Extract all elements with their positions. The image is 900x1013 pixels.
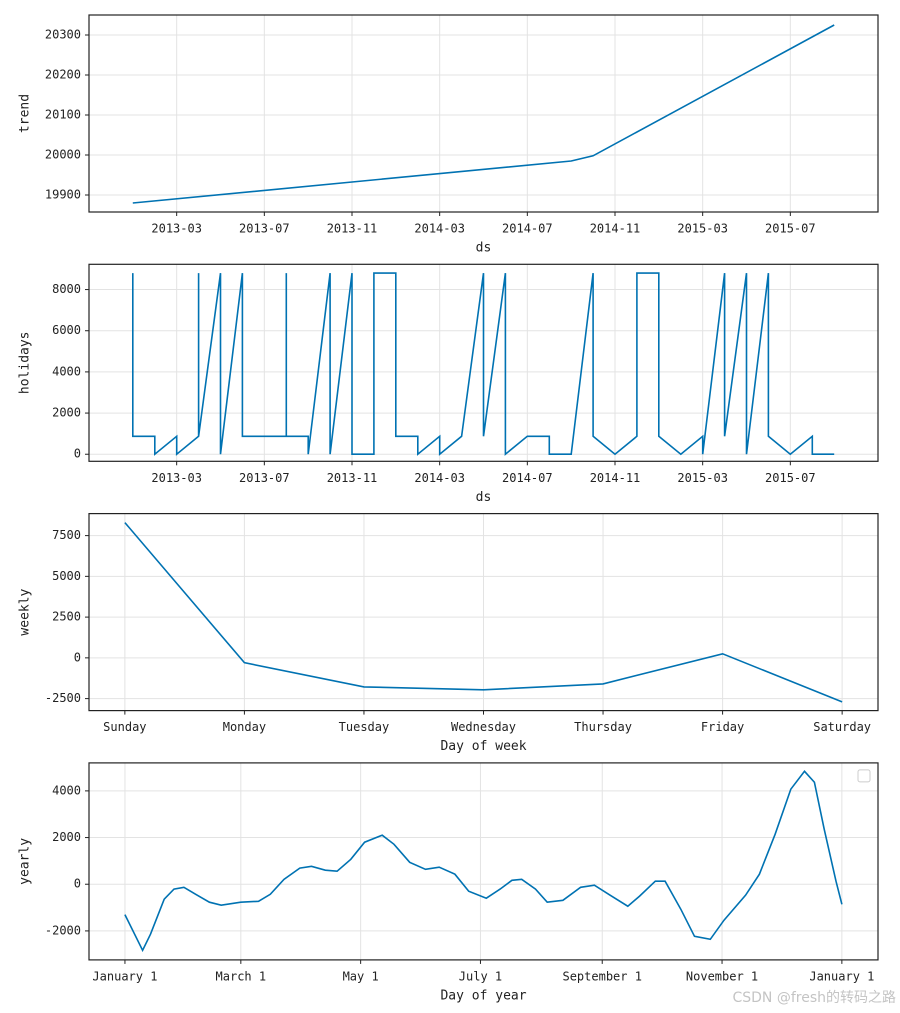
x-tick-label: 2013-11	[327, 471, 378, 485]
x-tick-label: Tuesday	[339, 720, 390, 734]
y-tick-label: 5000	[52, 569, 81, 583]
x-tick-label: Friday	[701, 720, 744, 734]
x-tick-label: March 1	[216, 969, 267, 983]
data-line	[132, 272, 835, 456]
x-axis-label: Day of week	[440, 739, 526, 754]
x-axis-label: ds	[476, 241, 492, 256]
x-tick-label: 2015-07	[765, 471, 816, 485]
x-tick-label: 2014-11	[590, 222, 641, 236]
y-tick-label: 4000	[52, 783, 81, 797]
y-tick-label: 0	[74, 877, 81, 891]
x-tick-label: September 1	[562, 969, 641, 983]
y-tick-label: 2000	[52, 406, 81, 420]
x-tick-label: November 1	[686, 969, 758, 983]
x-tick-label: Thursday	[574, 720, 632, 734]
x-tick-label: 2014-11	[590, 471, 641, 485]
axes-frame	[88, 263, 879, 462]
y-tick-label: 2000	[52, 830, 81, 844]
x-tick-label: 2013-07	[239, 222, 290, 236]
x-tick-label: 2014-07	[502, 222, 553, 236]
x-tick-label: 2015-03	[677, 222, 728, 236]
y-tick-label: 19900	[45, 188, 81, 202]
legend-box	[857, 769, 871, 783]
x-tick-label: 2013-11	[327, 222, 378, 236]
x-tick-label: July 1	[459, 969, 502, 983]
x-tick-label: January 1	[809, 969, 874, 983]
y-tick-label: 6000	[52, 323, 81, 337]
x-tick-label: 2014-07	[502, 471, 553, 485]
y-tick-label: -2000	[45, 923, 81, 937]
y-tick-label: 4000	[52, 364, 81, 378]
x-tick-label: Wednesday	[451, 720, 516, 734]
x-tick-label: Saturday	[813, 720, 871, 734]
x-tick-label: 2013-03	[151, 471, 202, 485]
watermark: CSDN @fresh的转码之路	[732, 990, 896, 1006]
y-axis-label: holidays	[18, 331, 33, 394]
x-axis-label: ds	[476, 490, 492, 505]
x-tick-label: 2014-03	[414, 471, 465, 485]
x-tick-label: 2013-07	[239, 471, 290, 485]
y-tick-label: 0	[74, 447, 81, 461]
data-line	[132, 24, 835, 204]
x-axis-label: Day of year	[440, 988, 526, 1003]
x-tick-label: 2014-03	[414, 222, 465, 236]
x-tick-label: 2015-03	[677, 471, 728, 485]
y-tick-label: 20200	[45, 68, 81, 82]
y-tick-label: 20100	[45, 108, 81, 122]
axes-frame	[88, 762, 879, 961]
y-axis-label: weekly	[18, 588, 33, 635]
x-tick-label: 2013-03	[151, 222, 202, 236]
data-line	[124, 770, 843, 953]
y-tick-label: 0	[74, 650, 81, 664]
y-tick-label: 8000	[52, 282, 81, 296]
y-tick-label: 20000	[45, 148, 81, 162]
x-tick-label: Monday	[223, 720, 266, 734]
data-line	[124, 522, 843, 703]
x-tick-label: 2015-07	[765, 222, 816, 236]
y-tick-label: 2500	[52, 610, 81, 624]
y-tick-label: 7500	[52, 528, 81, 542]
x-tick-label: Sunday	[103, 720, 146, 734]
x-tick-label: May 1	[343, 969, 379, 983]
y-tick-label: -2500	[45, 691, 81, 705]
axes-frame	[88, 512, 879, 712]
y-tick-label: 20300	[45, 28, 81, 42]
x-tick-label: January 1	[92, 969, 157, 983]
y-axis-label: yearly	[18, 838, 33, 885]
y-axis-label: trend	[18, 94, 33, 133]
axes-frame	[88, 14, 879, 213]
